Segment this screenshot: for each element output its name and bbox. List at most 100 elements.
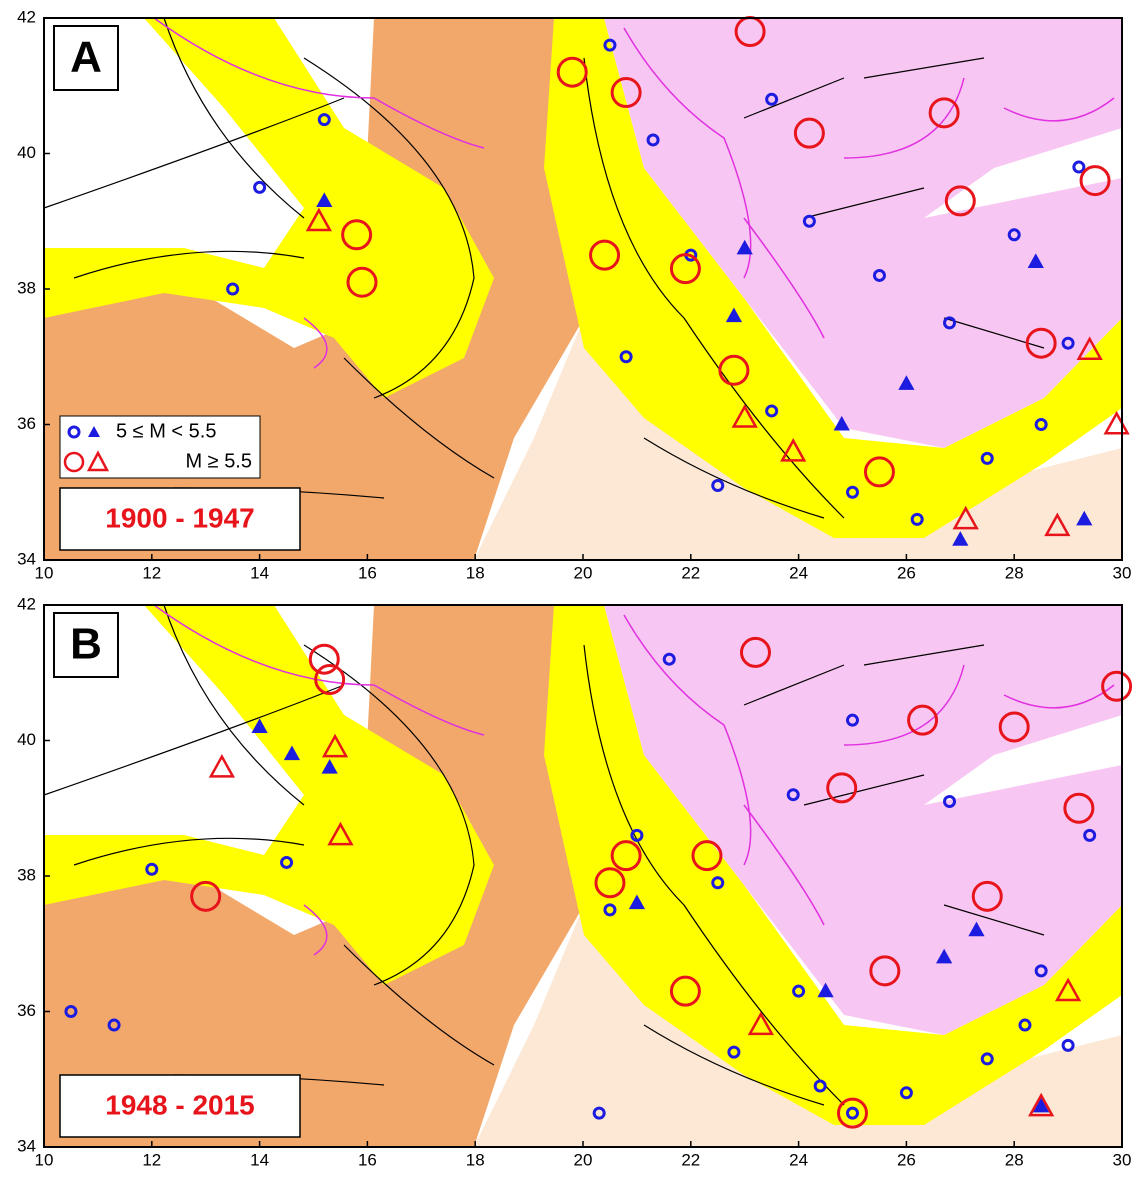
panel: B 1948 - 2015	[43, 604, 1133, 1148]
large-event	[691, 840, 723, 872]
large-event	[1028, 1092, 1055, 1117]
small-event	[846, 485, 859, 499]
x-tick-label: 24	[789, 1150, 808, 1169]
x-tick-label: 22	[681, 563, 700, 582]
small-event	[813, 1079, 827, 1093]
small-event	[280, 855, 294, 869]
x-tick-label: 30	[1113, 1150, 1132, 1169]
x-tick-label: 16	[358, 563, 377, 582]
panel: A 1900 - 1947 5 ≤ M < 5.5 M ≥ 5.5	[43, 16, 1130, 561]
large-event	[594, 867, 626, 899]
y-tick-label: 38	[17, 865, 36, 884]
large-event	[321, 733, 349, 758]
x-tick-label: 24	[789, 563, 808, 582]
large-event	[1044, 512, 1071, 537]
small-event	[630, 828, 644, 842]
small-event	[619, 350, 633, 364]
small-event	[253, 180, 267, 194]
large-event	[952, 505, 979, 530]
large-event	[1063, 792, 1095, 824]
x-tick-label: 30	[1113, 563, 1132, 582]
small-event	[846, 713, 859, 727]
large-event	[793, 117, 825, 149]
legend-icon	[67, 425, 81, 439]
large-event	[305, 207, 333, 232]
large-event	[907, 704, 939, 736]
small-event	[1061, 336, 1075, 350]
large-event	[869, 955, 901, 987]
large-event	[610, 840, 642, 872]
panel-label-box	[53, 612, 119, 678]
large-event	[1076, 336, 1103, 361]
small-event	[725, 307, 743, 323]
base-map	[43, 17, 1123, 561]
x-tick-label: 10	[35, 1150, 54, 1169]
small-event	[872, 268, 886, 282]
x-tick-label: 20	[574, 563, 593, 582]
large-event	[739, 636, 771, 668]
small-event	[145, 862, 159, 876]
large-event	[863, 456, 895, 488]
small-event	[646, 133, 660, 147]
large-event	[556, 56, 588, 88]
small-event	[251, 718, 268, 733]
small-event	[321, 759, 338, 774]
x-tick-label: 26	[897, 1150, 916, 1169]
panel-label: A	[70, 33, 102, 82]
large-event	[780, 438, 807, 462]
y-tick-label: 34	[17, 549, 36, 568]
small-event	[1083, 828, 1097, 842]
legend-icon	[88, 426, 100, 437]
small-event	[603, 903, 617, 917]
legend-box	[59, 415, 261, 479]
large-event	[718, 354, 750, 386]
small-event	[592, 1106, 606, 1120]
small-event	[711, 478, 725, 492]
small-event	[603, 38, 617, 52]
small-event	[1018, 1018, 1032, 1032]
x-tick-label: 26	[897, 563, 916, 582]
small-event	[943, 794, 957, 808]
small-event	[910, 512, 924, 526]
small-event	[936, 948, 953, 964]
small-event	[1034, 418, 1048, 431]
x-tick-label: 10	[35, 563, 54, 582]
large-event	[944, 185, 976, 217]
y-tick-label: 36	[17, 1001, 36, 1020]
small-event	[765, 92, 779, 106]
large-event	[826, 772, 858, 804]
large-event	[327, 821, 354, 846]
large-event	[208, 754, 235, 778]
small-event	[107, 1018, 121, 1032]
x-tick-label: 12	[142, 563, 161, 582]
small-event	[317, 113, 331, 127]
small-event	[846, 1106, 859, 1120]
large-event	[998, 711, 1030, 743]
base-map	[43, 604, 1123, 1148]
small-event	[980, 451, 994, 465]
small-event	[1007, 228, 1021, 242]
small-event	[833, 415, 850, 431]
small-event	[662, 652, 676, 666]
small-event	[1061, 1038, 1075, 1052]
y-tick-label: 42	[17, 7, 36, 26]
y-tick-label: 40	[17, 730, 36, 749]
legend-icon	[63, 451, 85, 473]
large-event	[669, 253, 701, 285]
small-event	[1033, 1097, 1050, 1113]
large-event	[731, 404, 758, 428]
large-event	[1054, 977, 1082, 1002]
legend-text: M ≥ 5.5	[185, 450, 252, 472]
x-tick-label: 18	[466, 563, 485, 582]
large-event	[928, 97, 960, 129]
x-tick-label: 20	[574, 1150, 593, 1169]
y-tick-label: 38	[17, 278, 36, 297]
small-event	[899, 1086, 913, 1100]
small-event	[802, 214, 816, 228]
small-event	[765, 404, 779, 418]
small-event	[64, 1005, 78, 1018]
large-event	[190, 880, 222, 912]
small-event	[943, 316, 957, 330]
x-tick-label: 28	[1005, 1150, 1024, 1169]
panel-label: B	[70, 620, 102, 669]
